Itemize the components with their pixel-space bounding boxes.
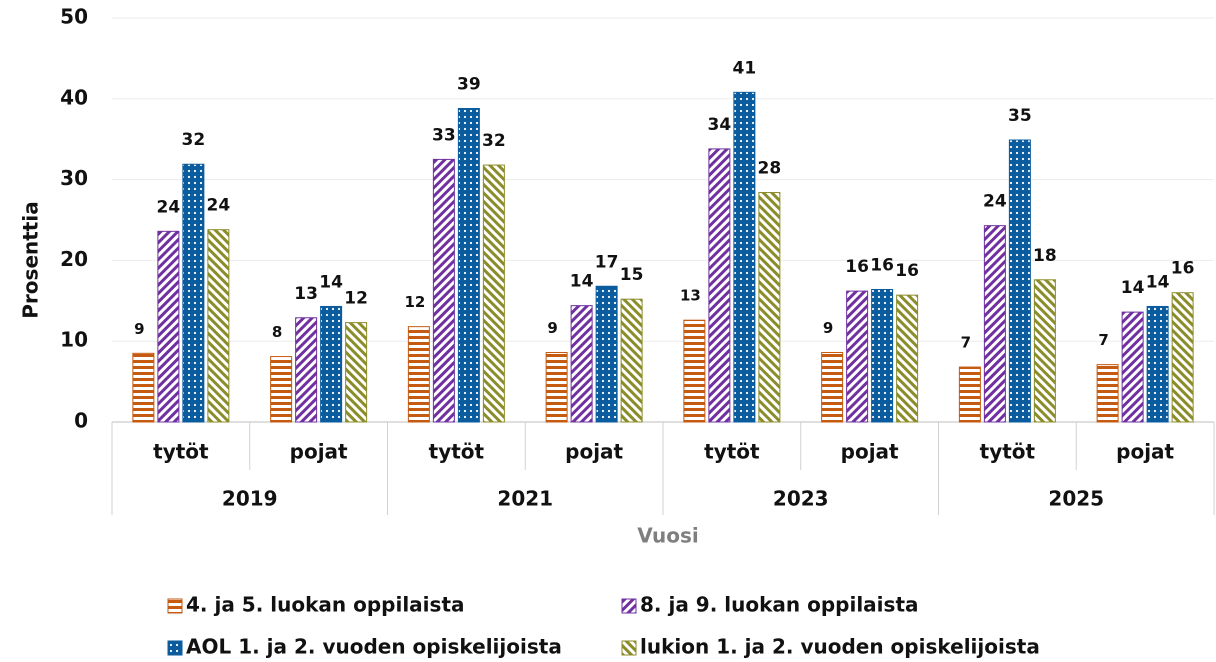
data-label: 18 <box>1033 246 1057 266</box>
y-tick-label: 20 <box>60 247 88 271</box>
bar <box>545 352 568 423</box>
bar <box>871 288 894 423</box>
bar <box>983 225 1006 423</box>
bar <box>1146 305 1169 423</box>
bar <box>620 298 643 423</box>
data-label: 9 <box>134 320 144 338</box>
data-label: 41 <box>733 58 757 78</box>
x-tick-label: pojat <box>1116 440 1174 464</box>
y-tick-label: 0 <box>74 409 88 433</box>
bar <box>295 317 318 423</box>
data-label: 16 <box>1171 259 1195 279</box>
legend-swatch <box>167 598 183 614</box>
legend-swatch <box>621 598 637 614</box>
bar <box>1033 279 1056 423</box>
y-tick-label: 30 <box>60 166 88 190</box>
data-label: 14 <box>1146 272 1170 292</box>
bar <box>432 158 455 423</box>
bar <box>407 326 430 423</box>
x-tick-label: tytöt <box>704 440 760 464</box>
bar <box>821 352 844 423</box>
data-label: 35 <box>1008 106 1032 126</box>
bar <box>182 163 205 423</box>
data-label: 24 <box>157 197 181 217</box>
legend-label: 8. ja 9. luokan oppilaista <box>640 593 919 617</box>
bar <box>320 305 343 423</box>
data-label: 14 <box>319 272 343 292</box>
x-tick-label: tytöt <box>153 440 209 464</box>
bar <box>457 107 480 423</box>
legend-label: lukion 1. ja 2. vuoden opiskelijoista <box>640 635 1040 659</box>
data-label: 16 <box>870 255 894 275</box>
legend-swatch <box>167 640 183 656</box>
data-label: 13 <box>680 287 701 305</box>
bar <box>570 305 593 423</box>
data-label: 15 <box>620 265 644 285</box>
data-label: 12 <box>344 289 368 309</box>
data-label: 14 <box>1121 278 1145 298</box>
data-label: 24 <box>983 192 1007 212</box>
data-label: 14 <box>570 272 594 292</box>
y-axis-title: Prosenttia <box>19 201 43 318</box>
data-label: 17 <box>595 252 619 272</box>
bar <box>958 366 981 423</box>
bar <box>345 322 368 423</box>
bar <box>482 164 505 423</box>
bar <box>846 290 869 423</box>
y-tick-label: 40 <box>60 85 88 109</box>
x-tick-label: pojat <box>290 440 348 464</box>
bar <box>595 285 618 423</box>
data-label: 32 <box>482 131 506 151</box>
data-label: 32 <box>182 130 206 150</box>
legend-swatch <box>621 640 637 656</box>
group-label: 2023 <box>773 487 829 511</box>
group-label: 2021 <box>497 487 553 511</box>
bar <box>157 230 180 423</box>
group-label: 2025 <box>1048 487 1104 511</box>
y-tick-label: 50 <box>60 5 88 29</box>
data-label: 7 <box>1098 331 1108 349</box>
data-label: 16 <box>895 261 919 281</box>
data-label: 12 <box>404 293 425 311</box>
data-label: 13 <box>294 284 318 304</box>
bar <box>683 319 706 423</box>
bar <box>896 294 919 423</box>
data-label: 33 <box>432 125 456 145</box>
bar <box>758 192 781 423</box>
data-label: 7 <box>961 334 971 352</box>
y-tick-label: 10 <box>60 328 88 352</box>
x-tick-label: pojat <box>565 440 623 464</box>
bar <box>733 91 756 423</box>
bar <box>1171 292 1194 423</box>
data-label: 16 <box>845 257 869 277</box>
bar <box>1096 364 1119 423</box>
bar <box>207 229 230 423</box>
bar <box>1008 139 1031 423</box>
data-label: 9 <box>547 319 557 337</box>
group-label: 2019 <box>222 487 278 511</box>
bar <box>132 352 155 423</box>
legend-label: AOL 1. ja 2. vuoden opiskelijoista <box>186 635 562 659</box>
data-label: 28 <box>758 159 782 179</box>
data-label: 9 <box>823 319 833 337</box>
bar <box>270 356 293 423</box>
x-tick-label: tytöt <box>980 440 1036 464</box>
data-label: 8 <box>272 323 282 341</box>
legend-label: 4. ja 5. luokan oppilaista <box>186 593 465 617</box>
bar <box>708 148 731 423</box>
bar <box>1121 311 1144 423</box>
data-label: 34 <box>708 115 732 135</box>
x-tick-label: tytöt <box>429 440 485 464</box>
x-axis-title: Vuosi <box>637 524 699 548</box>
x-tick-label: pojat <box>841 440 899 464</box>
data-label: 39 <box>457 74 481 94</box>
data-label: 24 <box>207 196 231 216</box>
